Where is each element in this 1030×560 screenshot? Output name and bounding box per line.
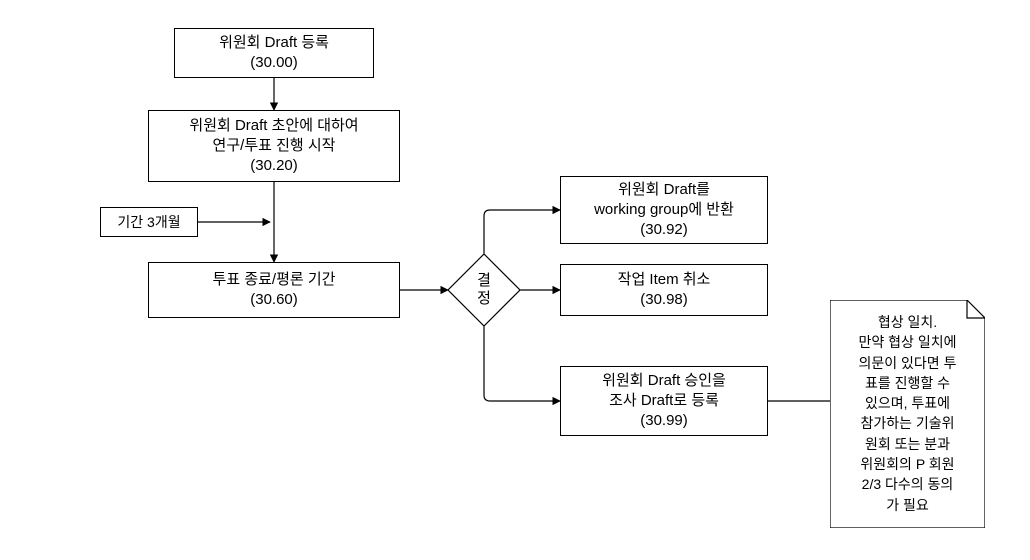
flowchart-canvas: 위원회 Draft 등록 (30.00) 위원회 Draft 초안에 대하여 연… <box>0 0 1030 560</box>
node-text: (30.92) <box>640 220 688 240</box>
node-text: 위원회 Draft를 <box>618 180 710 200</box>
note-consensus: 협상 일치. 만약 협상 일치에 의문이 있다면 투 표를 진행할 수 있으며,… <box>830 300 985 528</box>
node-text: 조사 Draft로 등록 <box>609 391 719 411</box>
node-draft-register: 위원회 Draft 등록 (30.00) <box>174 28 374 78</box>
node-text: (30.99) <box>640 411 688 431</box>
node-text: (30.20) <box>250 156 298 176</box>
node-return-working-group: 위원회 Draft를 working group에 반환 (30.92) <box>560 176 768 244</box>
node-vote-end: 투표 종료/평론 기간 (30.60) <box>148 262 400 318</box>
decision-node: 결 정 <box>448 254 520 326</box>
node-research-vote-start: 위원회 Draft 초안에 대하여 연구/투표 진행 시작 (30.20) <box>148 110 400 182</box>
node-text: 연구/투표 진행 시작 <box>213 136 336 156</box>
node-text: (30.00) <box>250 53 298 73</box>
node-text: 위원회 Draft 초안에 대하여 <box>189 116 358 136</box>
decision-label: 결 정 <box>477 272 491 308</box>
node-text: 기간 3개월 <box>117 213 180 232</box>
decision-text: 정 <box>477 290 491 307</box>
node-text: working group에 반환 <box>594 200 734 220</box>
node-text: 위원회 Draft 등록 <box>219 33 329 53</box>
node-text: 위원회 Draft 승인을 <box>602 371 726 391</box>
node-approve-register: 위원회 Draft 승인을 조사 Draft로 등록 (30.99) <box>560 366 768 436</box>
note-text: 협상 일치. 만약 협상 일치에 의문이 있다면 투 표를 진행할 수 있으며,… <box>840 308 975 515</box>
node-text: (30.60) <box>250 290 298 310</box>
node-text: (30.98) <box>640 290 688 310</box>
node-text: 투표 종료/평론 기간 <box>213 270 336 290</box>
node-period-3months: 기간 3개월 <box>100 207 198 237</box>
decision-text: 결 <box>477 272 491 289</box>
node-text: 작업 Item 취소 <box>618 270 711 290</box>
node-cancel-item: 작업 Item 취소 (30.98) <box>560 264 768 316</box>
